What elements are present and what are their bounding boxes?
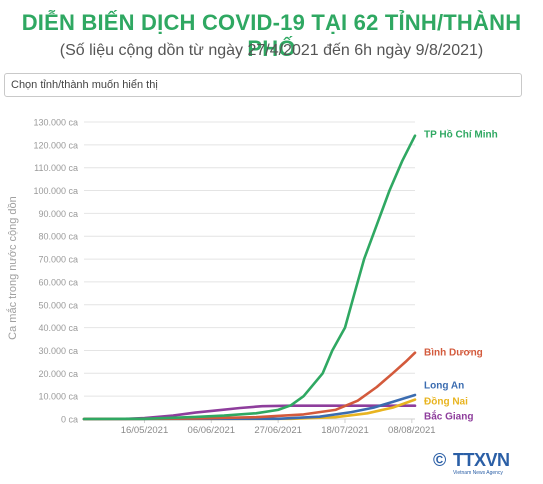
- y-tick-label: 0 ca: [61, 415, 78, 425]
- x-tick-label: 08/08/2021: [388, 425, 436, 436]
- y-tick-label: 100.000 ca: [33, 186, 78, 196]
- x-tick-label: 27/06/2021: [254, 425, 302, 436]
- series-line: [82, 134, 417, 421]
- ttxvn-logo: © TTXVN Vietnam News Agency: [433, 450, 510, 476]
- covid-line-chart: 0 ca 10.000 ca 20.000 ca 30.000 ca 40.000 ca…: [33, 118, 498, 437]
- x-tick-label: 06/06/2021: [188, 425, 236, 436]
- y-tick-label: 80.000 ca: [38, 232, 78, 242]
- y-axis-label: Ca mắc trong nước cộng dồn: [7, 196, 19, 340]
- svg-text:Vietnam News Agency: Vietnam News Agency: [453, 470, 503, 476]
- page-subtitle: (Số liệu cộng dồn từ ngày 27/4/2021 đến …: [59, 42, 484, 59]
- y-tick-label: 30.000 ca: [38, 346, 78, 356]
- series-label: Long An: [424, 381, 464, 392]
- y-tick-label: 10.000 ca: [38, 392, 78, 402]
- svg-text:©: ©: [433, 450, 446, 470]
- y-tick-label: 20.000 ca: [38, 369, 78, 379]
- y-tick-label: 40.000 ca: [38, 323, 78, 333]
- x-tick-label: 18/07/2021: [321, 425, 369, 436]
- x-tick-label: 16/05/2021: [121, 425, 169, 436]
- series-line: [82, 351, 417, 421]
- svg-text:TTXVN: TTXVN: [453, 450, 510, 470]
- y-tick-label: 130.000 ca: [33, 118, 78, 128]
- series-label: Đồng Nai: [424, 396, 468, 408]
- page-title: DIỄN BIẾN DỊCH COVID-19 TẠI 62 TỈNH/THÀN…: [21, 10, 522, 61]
- y-tick-label: 70.000 ca: [38, 255, 78, 265]
- series-label: TP Hồ Chí Minh: [424, 129, 498, 141]
- y-tick-label: 110.000 ca: [34, 163, 78, 173]
- province-select-input[interactable]: Chọn tỉnh/thành muốn hiển thị: [4, 73, 522, 97]
- series-label: Bắc Giang: [424, 410, 473, 423]
- y-tick-label: 120.000 ca: [33, 140, 78, 150]
- series-line: [82, 393, 417, 421]
- y-tick-label: 60.000 ca: [38, 277, 78, 287]
- y-tick-label: 50.000 ca: [38, 300, 78, 310]
- series-label: Bình Dương: [424, 348, 483, 359]
- y-tick-label: 90.000 ca: [38, 209, 78, 219]
